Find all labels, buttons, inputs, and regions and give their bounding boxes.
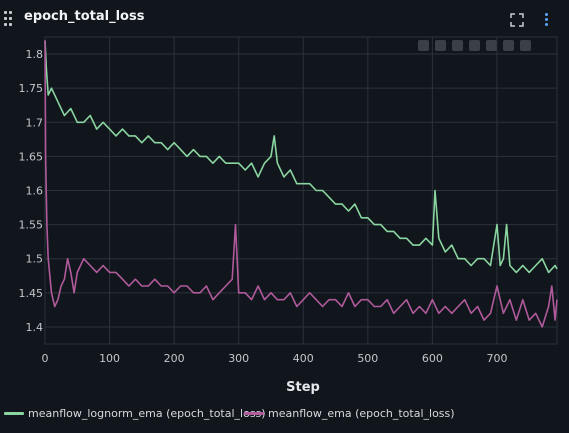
legend-label: meanflow_lognorm_ema (epoch_total_loss) [28, 407, 266, 420]
x-tick-label: 500 [357, 352, 378, 365]
home-icon[interactable] [520, 40, 531, 51]
chart-modebar [418, 40, 531, 54]
zoom-in-icon[interactable] [452, 40, 463, 51]
legend-swatch [4, 412, 24, 415]
y-tick-label: 1.45 [19, 287, 44, 300]
x-tick-label: 300 [228, 352, 249, 365]
legend-label: meanflow_ema (epoch_total_loss) [268, 407, 455, 420]
fullscreen-icon[interactable] [509, 12, 525, 28]
x-tick-label: 700 [486, 352, 507, 365]
panel-title: epoch_total_loss [24, 9, 145, 24]
reset-axes-icon[interactable] [503, 40, 514, 51]
series-line-1[interactable] [44, 40, 558, 274]
panel-header: epoch_total_loss [0, 0, 569, 38]
legend-swatch [244, 412, 264, 415]
zoom-icon[interactable] [418, 40, 429, 51]
legend: meanflow_lognorm_ema (epoch_total_loss) … [0, 404, 569, 426]
more-vertical-icon[interactable] [540, 12, 552, 28]
drag-handle-icon[interactable] [4, 11, 14, 27]
y-tick-label: 1.6 [26, 185, 44, 198]
y-tick-label: 1.4 [26, 321, 44, 334]
autoscale-icon[interactable] [486, 40, 497, 51]
y-tick-label: 1.65 [19, 150, 44, 163]
x-axis-label: Step [286, 380, 320, 395]
legend-item-ema[interactable]: meanflow_ema (epoch_total_loss) [244, 407, 455, 420]
y-tick-label: 1.5 [26, 253, 44, 266]
x-tick-label: 400 [293, 352, 314, 365]
pan-icon[interactable] [435, 40, 446, 51]
y-tick-label: 1.75 [19, 82, 44, 95]
zoom-out-icon[interactable] [469, 40, 480, 51]
x-tick-label: 100 [99, 352, 120, 365]
legend-item-lognorm-ema[interactable]: meanflow_lognorm_ema (epoch_total_loss) [4, 407, 266, 420]
grid [44, 36, 558, 345]
tick-labels: 0 100 200 300 400 500 600 700 1.4 1.45 1.5 1.55 1.6 1… [19, 48, 508, 365]
y-tick-label: 1.55 [19, 219, 44, 232]
y-tick-label: 1.8 [26, 48, 44, 61]
x-tick-label: 600 [422, 352, 443, 365]
series-line-2[interactable] [44, 40, 558, 328]
y-tick-label: 1.7 [26, 116, 44, 129]
x-tick-label: 0 [42, 352, 49, 365]
series-layer [44, 40, 558, 328]
x-tick-label: 200 [164, 352, 185, 365]
